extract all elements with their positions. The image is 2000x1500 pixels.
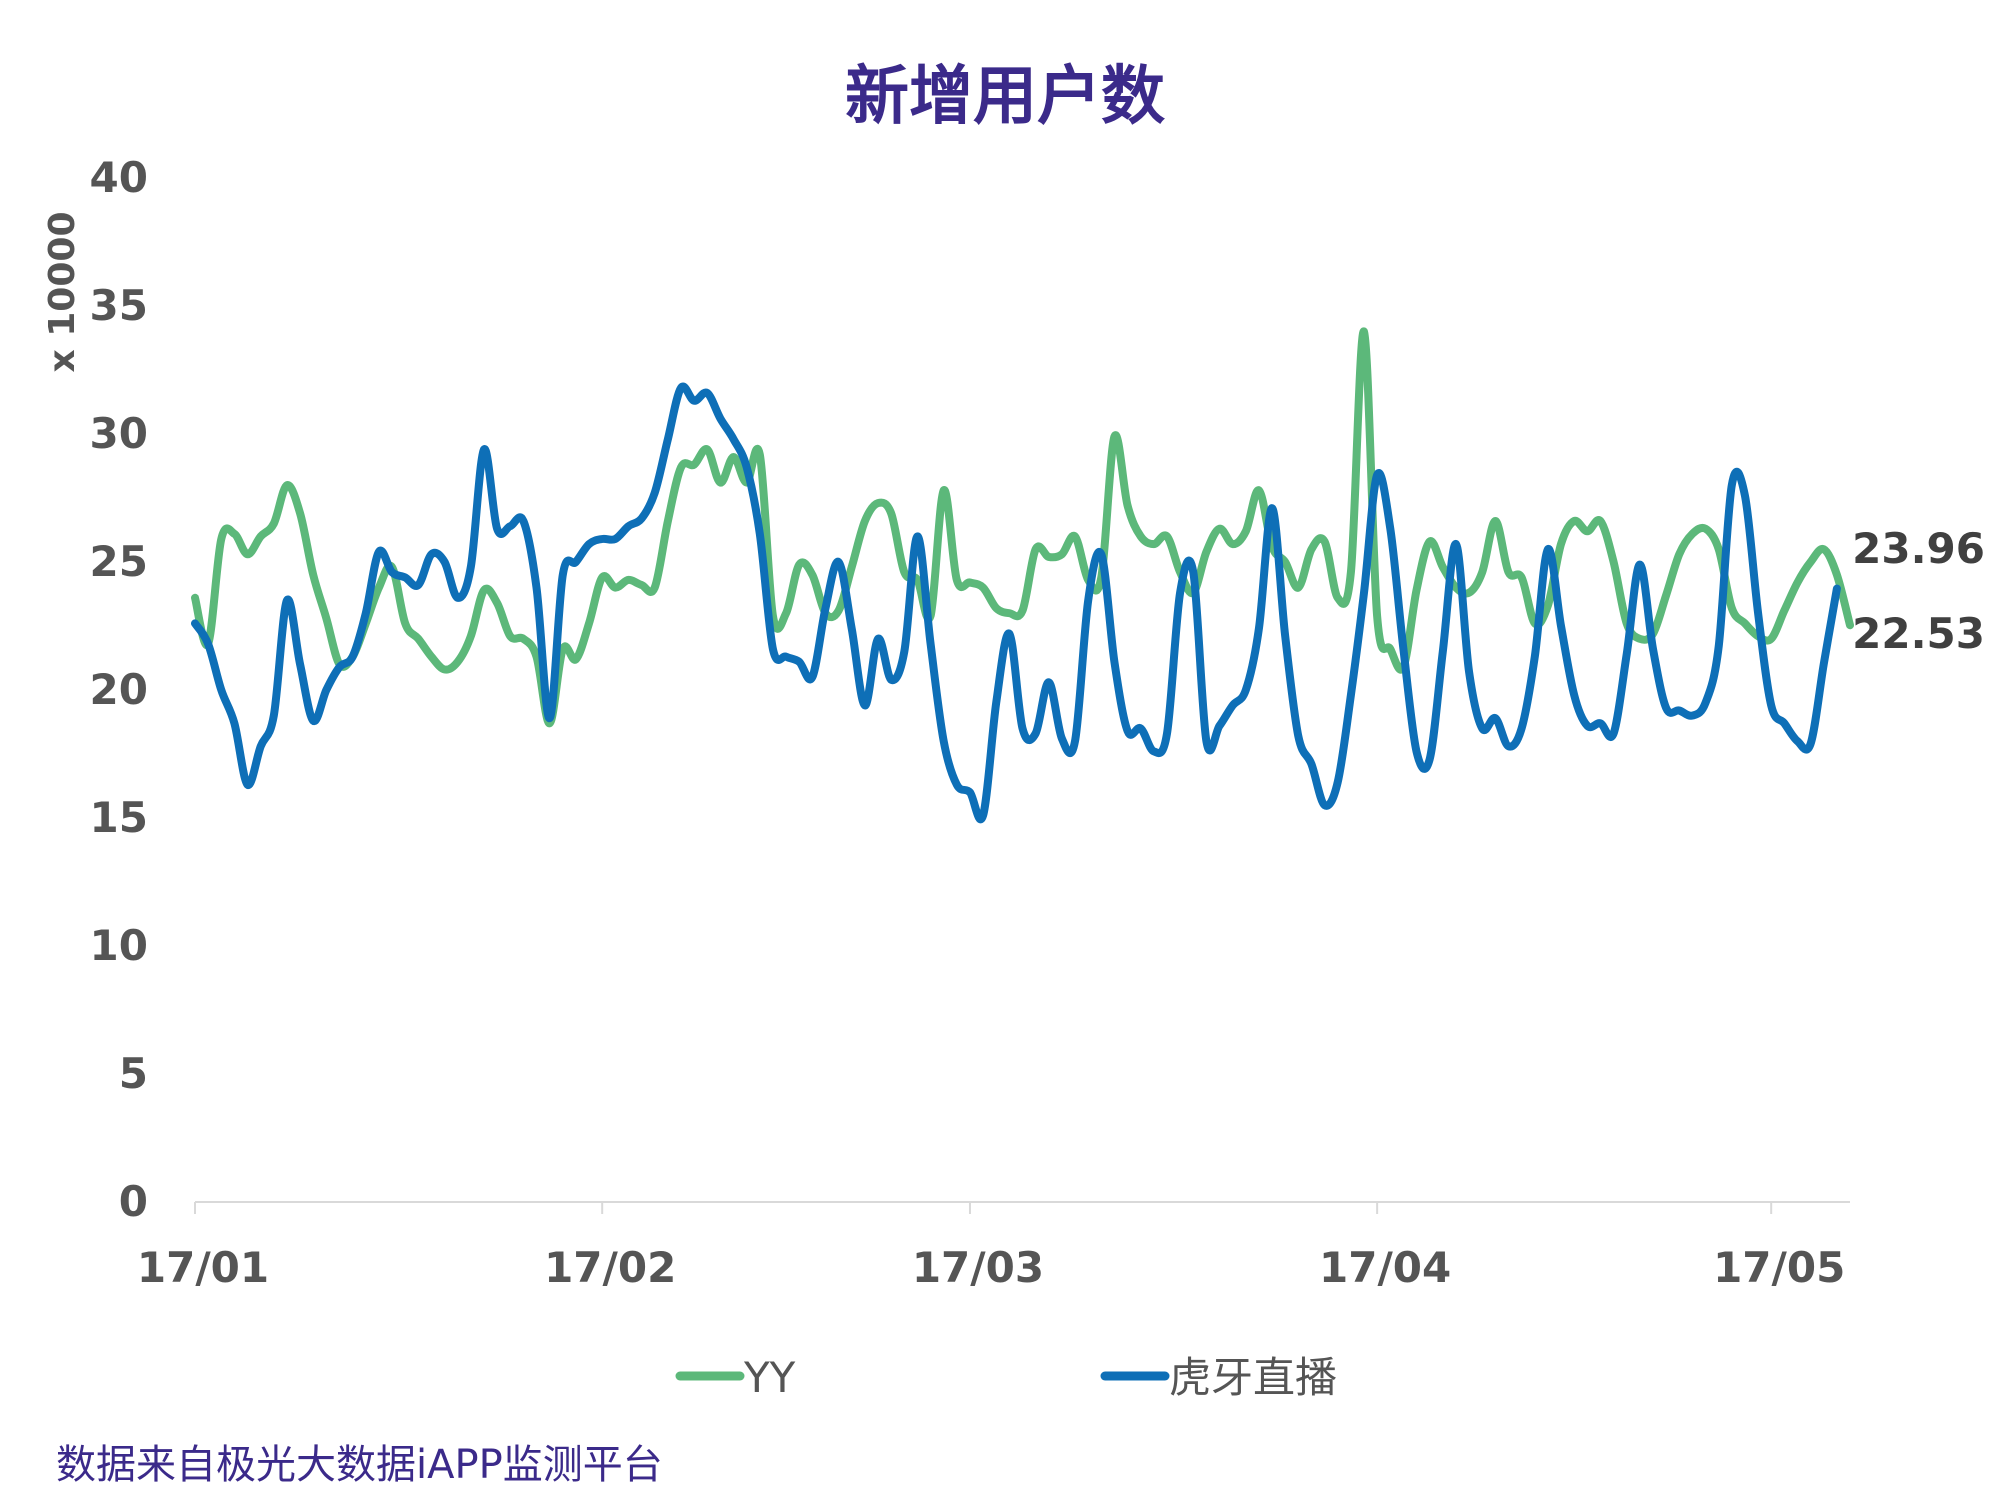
y-tick-label: 5 xyxy=(119,1049,148,1098)
series-lines xyxy=(191,327,1854,823)
x-tick-label: 17/02 xyxy=(544,1243,676,1292)
legend-label: 虎牙直播 xyxy=(1169,1353,1337,1402)
x-tick-label: 17/04 xyxy=(1319,1243,1451,1292)
series-line-huya xyxy=(191,382,1841,823)
chart-title: 新增用户数 xyxy=(845,60,1165,134)
end-labels: 22.53 23.96 xyxy=(1852,524,1985,658)
y-tick-label: 30 xyxy=(90,409,148,458)
source-note: 数据来自极光大数据iAPP监测平台 xyxy=(56,1442,663,1488)
legend-label: YY xyxy=(743,1353,796,1402)
y-axis-label: x 10000 xyxy=(42,212,83,373)
series-line-yy xyxy=(191,327,1854,728)
end-value-label: 23.96 xyxy=(1852,524,1985,573)
x-tick-label: 17/05 xyxy=(1713,1243,1845,1292)
y-tick-label: 20 xyxy=(90,665,148,714)
y-tick-label: 0 xyxy=(119,1177,148,1226)
y-tick-label: 25 xyxy=(90,537,148,586)
legend: YY 虎牙直播 xyxy=(675,1353,1337,1402)
y-tick-label: 15 xyxy=(90,793,148,842)
y-axis-ticks: 0 5 10 15 20 25 30 35 40 xyxy=(90,153,148,1226)
y-tick-label: 35 xyxy=(90,281,148,330)
y-tick-label: 40 xyxy=(90,153,148,202)
x-tick-label: 17/03 xyxy=(912,1243,1044,1292)
end-value-label: 22.53 xyxy=(1852,609,1985,658)
y-tick-label: 10 xyxy=(90,921,148,970)
x-tick-label: 17/01 xyxy=(137,1243,269,1292)
x-axis-ticks: 17/01 17/02 17/03 17/04 17/05 xyxy=(137,1202,1845,1292)
